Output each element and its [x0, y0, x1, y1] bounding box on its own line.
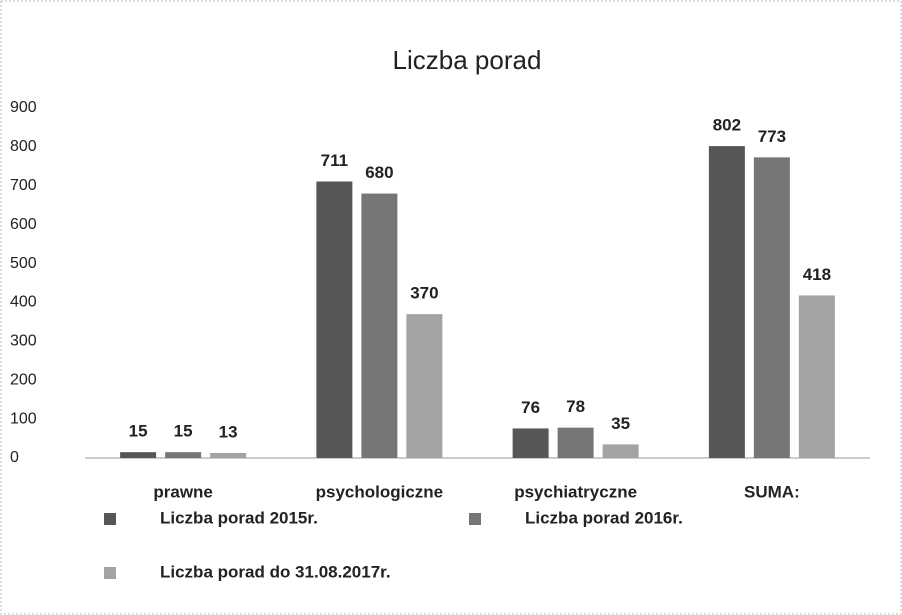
bar: [512, 428, 549, 458]
data-label: 680: [365, 163, 393, 182]
y-tick-label: 800: [10, 138, 37, 155]
bar: [557, 427, 594, 458]
data-label: 15: [129, 422, 148, 441]
bar: [708, 146, 745, 458]
x-tick-label: psychiatryczne: [514, 482, 637, 501]
y-tick-label: 700: [10, 177, 37, 194]
data-label: 773: [758, 127, 786, 146]
y-tick-label: 100: [10, 410, 37, 427]
y-tick-label: 0: [10, 449, 19, 466]
y-tick-label: 500: [10, 255, 37, 272]
data-label: 13: [219, 422, 238, 441]
data-label: 35: [611, 414, 630, 433]
y-tick-label: 300: [10, 333, 37, 350]
legend-swatch: [469, 513, 481, 525]
data-label: 15: [174, 422, 193, 441]
legend-label: Liczba porad 2016r.: [525, 508, 683, 527]
y-tick-label: 600: [10, 216, 37, 233]
x-tick-label: SUMA:: [744, 482, 800, 501]
x-tick-label: psychologiczne: [316, 482, 444, 501]
chart-title: Liczba porad: [393, 45, 542, 75]
bar: [798, 295, 835, 458]
bar: [753, 157, 790, 458]
y-tick-label: 900: [10, 99, 37, 116]
bar: [165, 452, 202, 458]
data-label: 802: [713, 116, 741, 135]
legend-label: Liczba porad 2015r.: [160, 508, 318, 527]
y-tick-label: 200: [10, 371, 37, 388]
bar: [316, 181, 353, 458]
x-tick-label: prawne: [153, 482, 213, 501]
bar: [120, 452, 157, 458]
bar: [210, 452, 247, 458]
data-label: 418: [803, 265, 831, 284]
bar: [602, 444, 639, 458]
data-label: 78: [566, 397, 585, 416]
bar: [361, 193, 398, 459]
data-label: 711: [321, 151, 348, 170]
bar: [406, 314, 443, 458]
legend-label: Liczba porad do 31.08.2017r.: [160, 562, 391, 581]
data-label: 76: [521, 398, 540, 417]
data-label: 370: [410, 284, 438, 303]
legend-swatch: [104, 567, 116, 579]
legend-swatch: [104, 513, 116, 525]
y-tick-label: 400: [10, 294, 37, 311]
